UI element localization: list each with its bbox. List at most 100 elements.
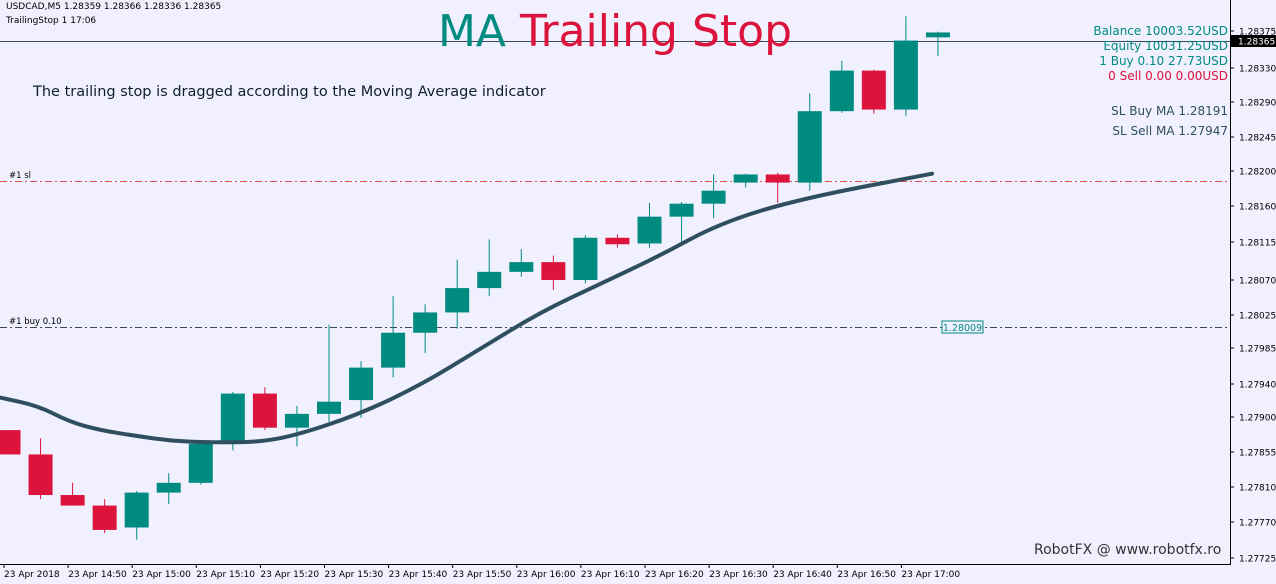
sl-line-label: #1 sl (9, 171, 32, 181)
page-title: MA Trailing Stop (0, 6, 1230, 57)
description-text: The trailing stop is dragged according t… (33, 84, 546, 100)
candle (541, 255, 566, 290)
candle (669, 202, 694, 246)
candle-body (669, 203, 694, 217)
candle (509, 249, 534, 277)
price-tick-label: 1.27855 (1239, 449, 1276, 459)
sl-buy-ma-text: SL Buy MA 1.28191 (1111, 104, 1228, 118)
candle-body (733, 174, 758, 183)
title-word-ma: MA (437, 6, 507, 57)
candle (92, 499, 117, 534)
time-tick-label: 23 Apr 15:40 (389, 570, 448, 580)
buy-line-label: #1 buy 0.10 (9, 317, 62, 327)
candle (413, 304, 438, 354)
candle-body (573, 237, 598, 280)
symbol-info: USDCAD,M5 1.28359 1.28366 1.28336 1.2836… (6, 2, 222, 12)
candle (0, 430, 21, 455)
price-tick-label: 1.27810 (1239, 484, 1276, 494)
price-tick-label: 1.28025 (1239, 312, 1276, 322)
title-word-trailing-stop: Trailing Stop (520, 6, 793, 57)
price-tick-label: 1.28330 (1239, 65, 1276, 75)
time-tick-label: 23 Apr 15:30 (325, 570, 384, 580)
credit-text: RobotFX @ www.robotfx.ro (1034, 542, 1222, 558)
moving-average-line (0, 171, 934, 445)
price-tick-label: 1.28200 (1239, 168, 1276, 178)
candle-body (445, 288, 470, 313)
candle-body (861, 70, 886, 110)
time-tick-label: 23 Apr 17:00 (901, 570, 960, 580)
candle (477, 239, 502, 297)
price-tick-label: 1.27725 (1239, 555, 1276, 565)
buy-positions-text: 1 Buy 0.10 27.73USD (1099, 54, 1228, 68)
time-tick-label: 23 Apr 16:20 (645, 570, 704, 580)
candle (252, 387, 277, 431)
candle (861, 69, 886, 114)
candle-body (60, 495, 85, 506)
price-tick-label: 1.28070 (1239, 277, 1276, 287)
candle (60, 482, 85, 506)
candle-body (284, 413, 309, 428)
candle-body (156, 482, 181, 493)
candle-body (188, 443, 213, 483)
buy-price-box-label: 1.28009 (943, 323, 982, 334)
equity-text: Equity 10031.25USD (1103, 39, 1228, 53)
candle (284, 405, 309, 447)
sell-positions-text: 0 Sell 0.00 0.00USD (1108, 69, 1228, 83)
candle (829, 60, 854, 113)
candle (765, 172, 790, 203)
candle-body (477, 271, 502, 289)
time-tick-label: 23 Apr 16:10 (581, 570, 640, 580)
price-tick-label: 1.28375 (1239, 28, 1276, 38)
candle-body (797, 111, 822, 183)
balance-text: Balance 10003.52USD (1093, 24, 1228, 38)
candle (637, 202, 662, 248)
candle (381, 296, 406, 378)
time-tick-label: 23 Apr 16:00 (517, 570, 576, 580)
candle (349, 361, 374, 418)
candle (701, 174, 726, 219)
candle (124, 490, 149, 540)
time-tick-label: 23 Apr 15:10 (196, 570, 255, 580)
candle (156, 473, 181, 504)
candle-body (413, 312, 438, 333)
candle-body (28, 454, 53, 496)
candle (317, 324, 341, 422)
time-tick-label: 23 Apr 14:50 (68, 570, 127, 580)
candle-body (605, 237, 630, 245)
candle-body (893, 40, 918, 110)
time-tick-label: 23 Apr 2018 (4, 570, 60, 580)
candle (188, 442, 213, 485)
candle-body (925, 32, 950, 38)
candle-body (541, 262, 566, 280)
candle-body (509, 262, 534, 272)
time-tick-label: 23 Apr 16:50 (837, 570, 896, 580)
time-tick-label: 23 Apr 16:30 (709, 570, 768, 580)
time-ticks: 23 Apr 2018 23 Apr 14:50 23 Apr 15:00 23 Ap… (3, 564, 960, 580)
price-tick-label: 1.28160 (1239, 203, 1276, 213)
candle-body (381, 332, 406, 368)
candles-group (0, 16, 950, 540)
price-ticks: 1.28375 1.28330 1.28290 1.28245 1.28200 1.281… (1230, 28, 1276, 565)
candle (445, 259, 470, 329)
candle (733, 173, 758, 188)
price-tick-label: 1.27900 (1239, 414, 1276, 424)
price-tick-label: 1.28245 (1239, 134, 1276, 144)
candle-body (317, 401, 341, 414)
price-tick-label: 1.27770 (1239, 519, 1276, 529)
sl-sell-ma-text: SL Sell MA 1.27947 (1112, 124, 1228, 138)
time-tick-label: 23 Apr 15:00 (132, 570, 191, 580)
candle (893, 16, 918, 117)
candle-body (124, 492, 149, 528)
candle (220, 391, 245, 451)
price-tick-label: 1.27985 (1239, 345, 1276, 355)
candle-body (252, 393, 277, 428)
current-price-label: 1.28365 (1238, 38, 1275, 48)
candle-body (765, 174, 790, 183)
candle-body (0, 430, 21, 455)
buy-price-box[interactable] (941, 320, 984, 334)
time-tick-label: 23 Apr 15:20 (260, 570, 319, 580)
price-tick-label: 1.27940 (1239, 381, 1276, 391)
candle-body (701, 190, 726, 204)
